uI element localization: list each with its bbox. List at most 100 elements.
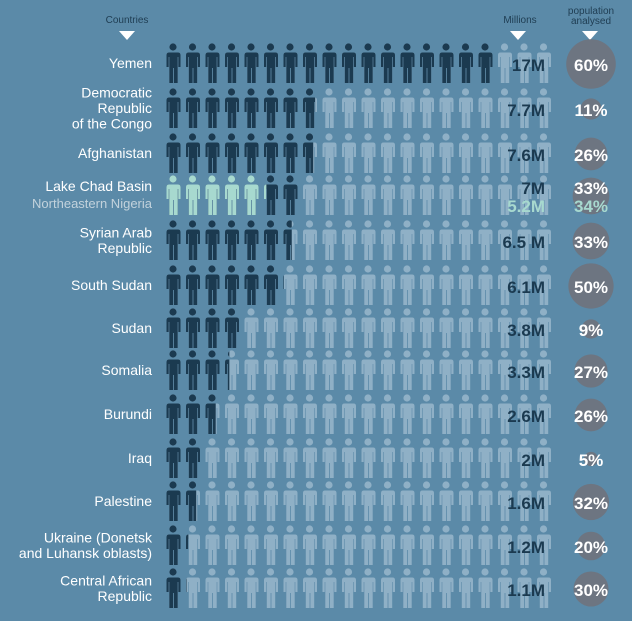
figure-unaffected [244, 481, 259, 521]
figure-unaffected [342, 133, 356, 173]
figure-affected [244, 43, 259, 83]
country-label: Ukraine (Donetsk [44, 529, 153, 545]
figure-affected [303, 88, 316, 128]
figure-unaffected [381, 175, 395, 215]
country-label: Iraq [128, 450, 152, 466]
figure-unaffected [303, 175, 317, 215]
figure-unaffected [381, 568, 395, 608]
figure-sub [205, 175, 220, 215]
figure-unaffected [283, 481, 298, 521]
figure-unaffected [459, 220, 473, 260]
value-label: 6.1M [507, 278, 545, 297]
percent-circle [576, 531, 606, 561]
figure-affected [166, 133, 181, 173]
figure-unaffected [205, 525, 220, 565]
country-label: Syrian Arab [80, 224, 153, 240]
figure-unaffected [439, 525, 454, 565]
figure-unaffected [498, 438, 512, 478]
percent-circle [574, 398, 608, 432]
figure-sub-group [166, 175, 267, 215]
country-label: Central African [60, 572, 152, 588]
figure-unaffected [225, 481, 239, 521]
figure-unaffected [420, 88, 434, 128]
percent-circle [580, 98, 602, 120]
figure-unaffected [420, 438, 434, 478]
figure-unaffected [244, 308, 259, 348]
percent-circle [572, 483, 610, 521]
figure-unaffected [322, 88, 337, 128]
figure-unaffected [420, 394, 434, 434]
figure-affected [205, 220, 220, 260]
percent-label: 26% [574, 407, 608, 426]
figure-sub [186, 175, 200, 215]
figure-unaffected [420, 568, 434, 608]
figure-unaffected [498, 43, 512, 83]
figure-unaffected [322, 265, 337, 305]
figure-unaffected [361, 481, 376, 521]
figure-unaffected [400, 481, 415, 521]
figure-affected [244, 88, 259, 128]
figure-affected [322, 43, 337, 83]
figure-affected [264, 133, 278, 173]
figure-sub [166, 175, 181, 215]
value-label: 3.3M [507, 363, 545, 382]
figure-unaffected [264, 308, 278, 348]
figure-unaffected [420, 220, 434, 260]
figure-affected [186, 133, 200, 173]
figure-affected [342, 43, 356, 83]
chart-row: Burundi 2.6M 26% [104, 394, 608, 434]
percent-arrow-icon [582, 31, 598, 40]
figure-affected-group [166, 438, 200, 478]
figure-unaffected [264, 525, 278, 565]
figure-unaffected [420, 133, 434, 173]
figure-unaffected [420, 308, 434, 348]
figure-affected [166, 43, 181, 83]
figure-affected [166, 265, 181, 305]
chart-row: Lake Chad Basin 7M 33% Northeastern Nigeria… [32, 175, 610, 216]
figure-unaffected [225, 394, 239, 434]
figure-unaffected [420, 265, 434, 305]
figure-unaffected [361, 525, 376, 565]
figure-unaffected [322, 220, 337, 260]
figure-unaffected [420, 350, 434, 390]
figure-unaffected [283, 308, 298, 348]
figure-unaffected [459, 175, 473, 215]
figure-affected [283, 175, 298, 215]
figure-unaffected [342, 568, 356, 608]
percent-label: 26% [574, 146, 608, 165]
figure-unaffected [264, 394, 278, 434]
figure-affected [244, 133, 259, 173]
figure-affected [205, 265, 220, 305]
figure-unaffected [478, 175, 493, 215]
figure-unaffected [420, 525, 434, 565]
figure-unaffected [459, 438, 473, 478]
figure-unaffected [439, 175, 454, 215]
figure-unaffected [283, 265, 298, 305]
figure-affected [186, 394, 200, 434]
millions-arrow-icon [510, 31, 526, 40]
figure-unaffected [439, 88, 454, 128]
figure-unaffected [400, 88, 415, 128]
figure-unaffected [342, 265, 356, 305]
figure-affected [361, 43, 376, 83]
value-label: 1.1M [507, 581, 545, 600]
figure-affected [264, 88, 278, 128]
figure-unaffected [361, 88, 376, 128]
figure-affected [264, 220, 278, 260]
figure-affected [166, 88, 181, 128]
figure-unaffected [186, 568, 200, 608]
figure-affected [205, 350, 220, 390]
figure-unaffected [322, 175, 337, 215]
figure-affected [166, 525, 181, 565]
figure-unaffected [283, 568, 298, 608]
figure-unaffected [361, 350, 376, 390]
figure-unaffected [264, 438, 278, 478]
figure-unaffected [478, 350, 493, 390]
figure-affected [225, 220, 239, 260]
sub-region-label: Northeastern Nigeria [32, 196, 153, 211]
figure-unaffected [381, 133, 395, 173]
header-countries: Countries [105, 15, 149, 26]
figure-unaffected [478, 394, 493, 434]
figure-unaffected [322, 568, 337, 608]
